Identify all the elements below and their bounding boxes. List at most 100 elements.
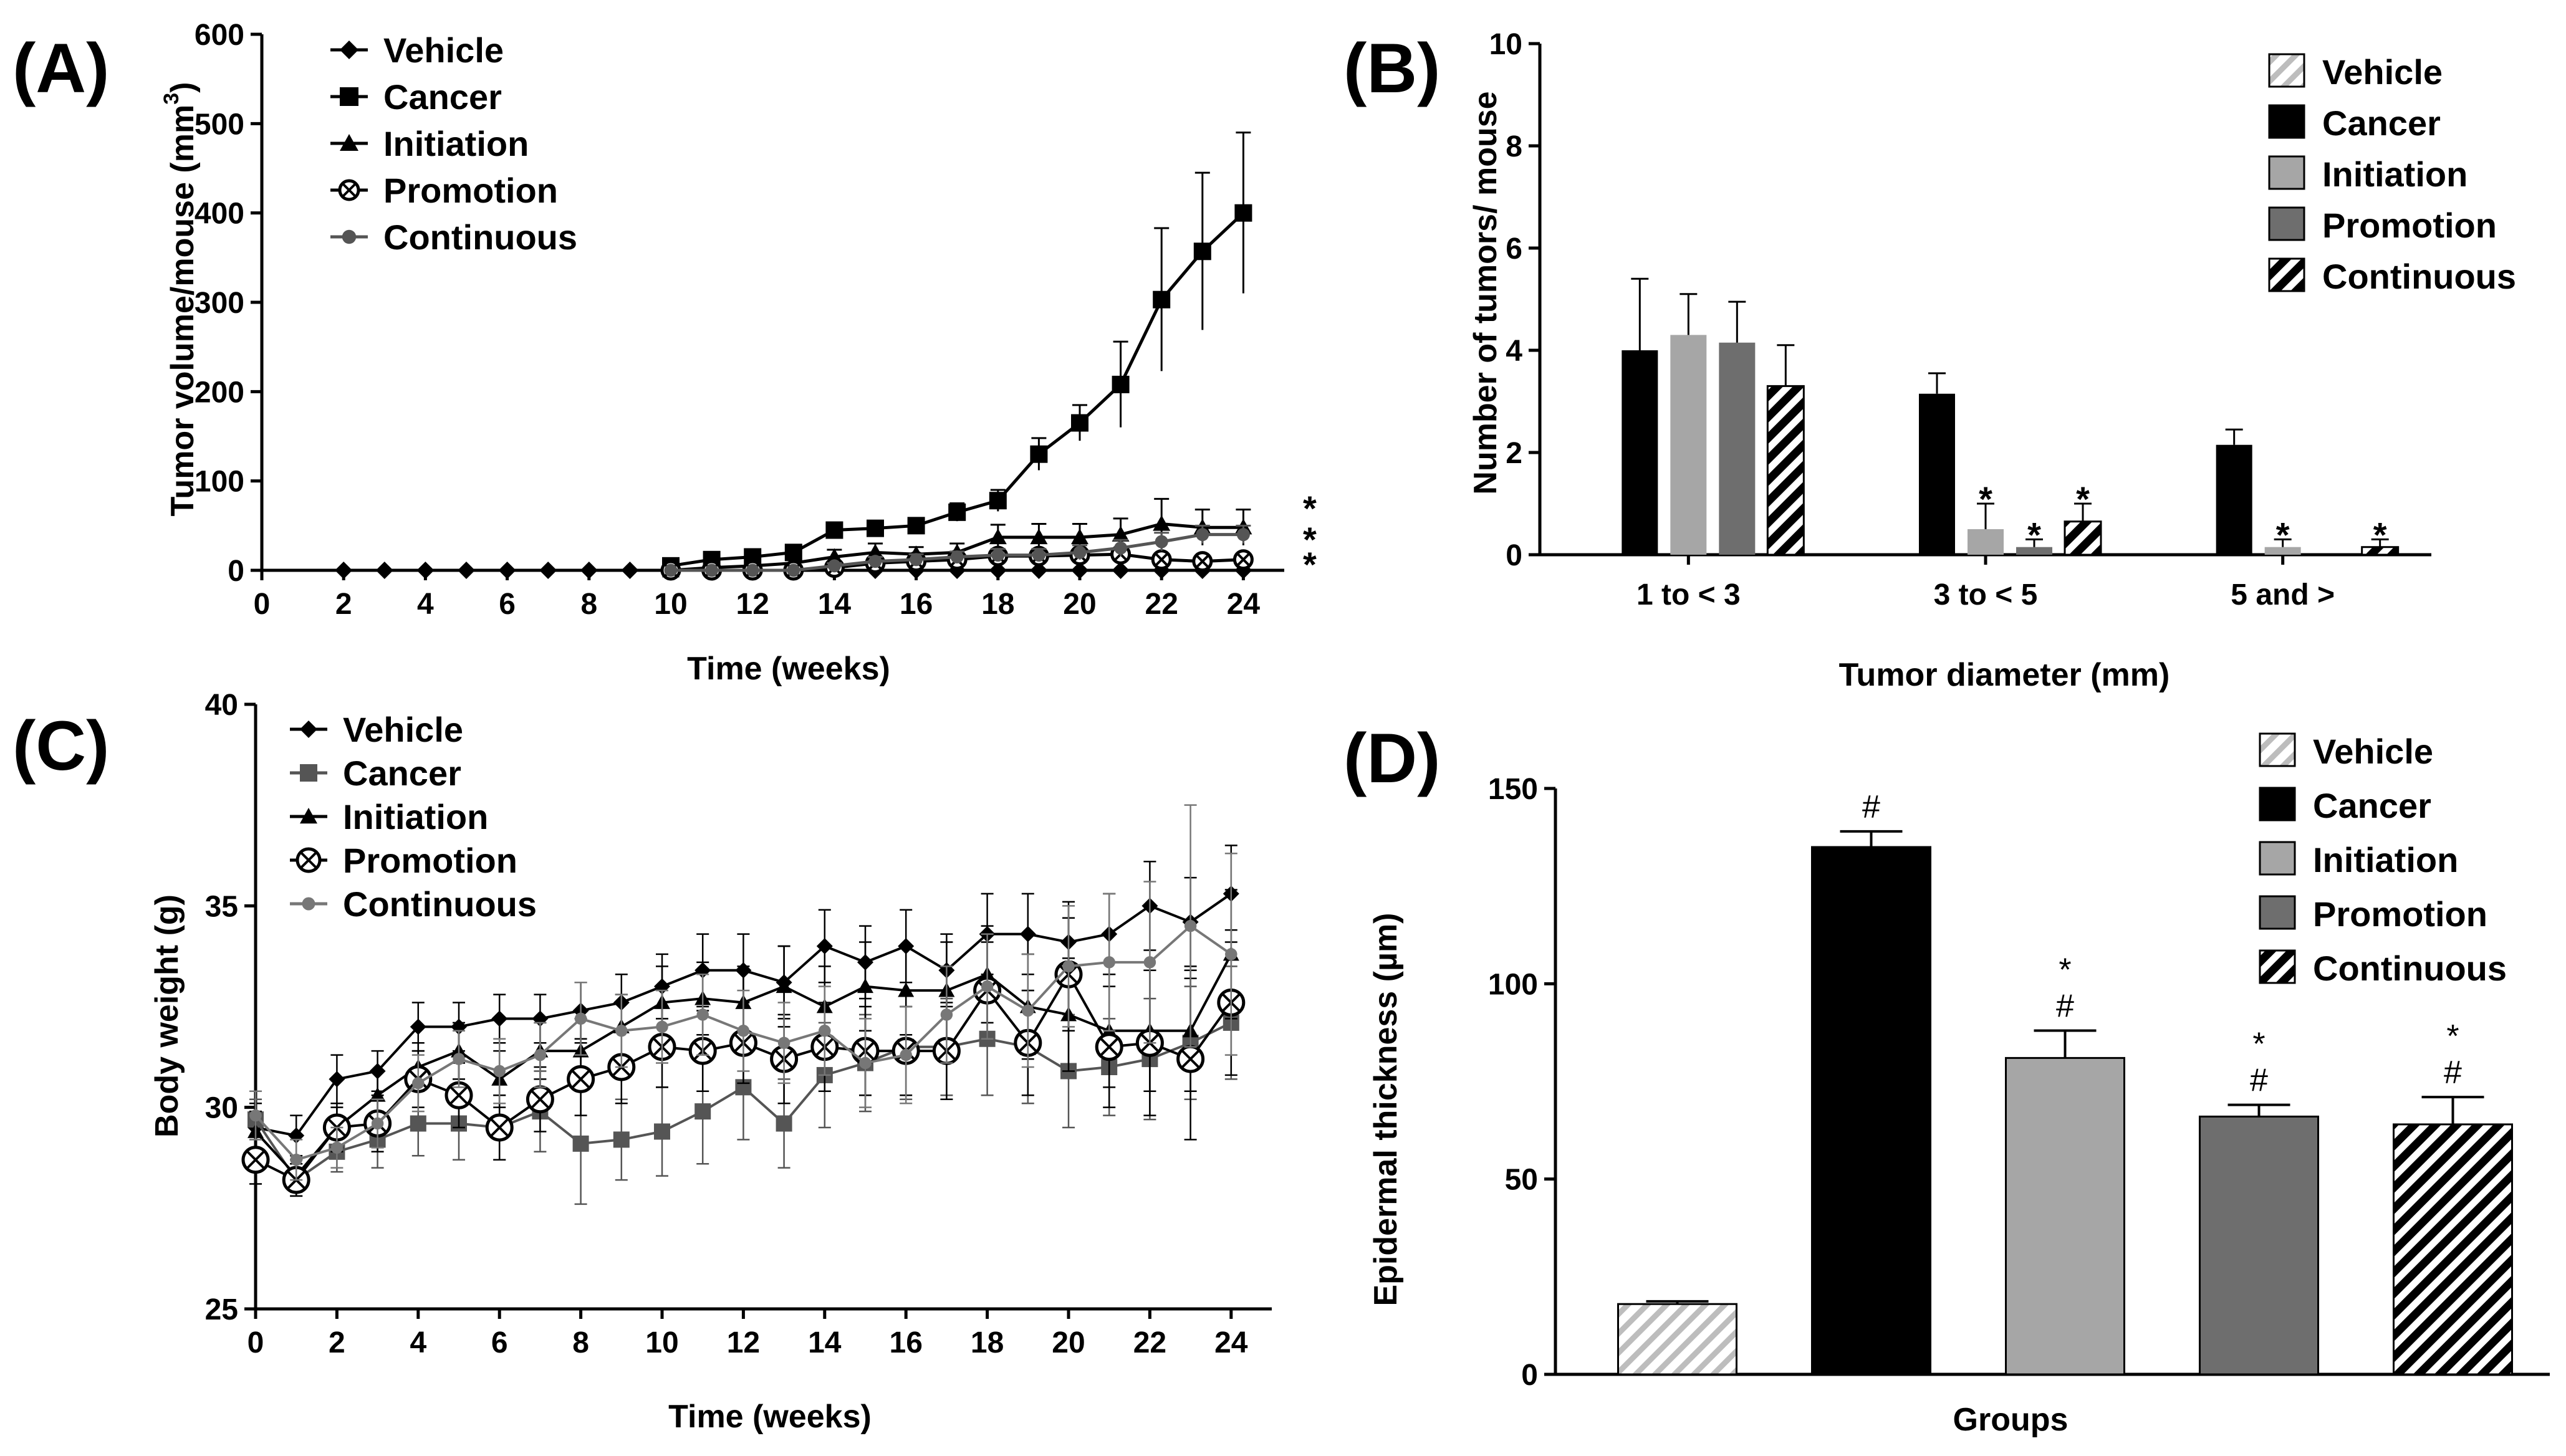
chart-b-legend-swatch-continuous — [2268, 257, 2305, 292]
chart-a-point-promotion-24-x2 — [1236, 552, 1251, 567]
chart-b-bar-cancer-0 — [1622, 350, 1658, 555]
chart-c-legend-marker-initiation — [300, 808, 317, 824]
chart-c-xtick-0: 0 — [247, 1326, 264, 1359]
chart-d-ytick-100: 100 — [1488, 968, 1538, 1001]
chart-b-xtick-1: 3 to < 5 — [1934, 578, 2038, 611]
chart-a-xtick-24: 24 — [1227, 588, 1261, 621]
chart-c-point-promotion-23-x2 — [1181, 1049, 1201, 1069]
chart-b-legend-initiation: Initiation — [2322, 155, 2467, 194]
chart-c-point-cancer-10 — [654, 1123, 670, 1140]
chart-b-ytick-0: 0 — [1506, 539, 1522, 572]
chart-b-legend-swatch-vehicle — [2268, 53, 2305, 88]
chart-a-point-continuous-18 — [991, 548, 1005, 562]
chart-b-bar-continuous-1 — [2064, 520, 2102, 556]
chart-c-point-continuous-20 — [1062, 960, 1075, 973]
chart-c-point-vehicle-2 — [329, 1071, 345, 1088]
chart-c-point-continuous-14 — [819, 1025, 831, 1037]
chart-a-legend-initiation: Initiation — [383, 124, 529, 163]
chart-a-point-cancer-22 — [1153, 290, 1171, 309]
chart-b-legend-cancer: Cancer — [2322, 103, 2441, 143]
chart-d-bar-promotion — [2199, 1115, 2319, 1376]
chart-c-point-cancer-4 — [410, 1115, 426, 1132]
chart-c-xtick-14: 14 — [808, 1326, 842, 1359]
chart-c-point-continuous-1 — [290, 1153, 302, 1166]
chart-c-point-continuous-13 — [777, 1037, 790, 1049]
chart-a-point-initiation-18 — [989, 528, 1007, 545]
chart-c-legend-promotion: Promotion — [343, 841, 517, 880]
chart-a-xtick-14: 14 — [818, 588, 852, 621]
chart-c-point-vehicle-14 — [816, 938, 833, 954]
chart-b-legend-promotion: Promotion — [2322, 206, 2497, 245]
chart-d-sig-continuous-1: # — [2444, 1055, 2462, 1091]
panel-b-label: (B) — [1343, 29, 1440, 107]
chart-a-point-continuous-12 — [746, 563, 759, 577]
chart-b-ytick-8: 8 — [1506, 130, 1522, 163]
chart-b-bar-promotion-0 — [1719, 342, 1756, 555]
chart-a-xtick-18: 18 — [981, 588, 1014, 621]
chart-a-ytick-600: 600 — [195, 19, 244, 52]
chart-c-point-continuous-6 — [493, 1065, 506, 1078]
chart-c-legend-vehicle: Vehicle — [343, 710, 463, 749]
chart-a-sig-1: * — [1303, 520, 1317, 559]
chart-a-point-vehicle-9 — [621, 562, 639, 579]
chart-a-legend-marker-initiation — [340, 134, 358, 151]
chart-d-sig-promotion-0: * — [2252, 1027, 2265, 1063]
chart-b-xtick-2: 5 and > — [2231, 578, 2335, 611]
chart-d-bar-vehicle — [1617, 1303, 1737, 1376]
chart-c-point-cancer-13 — [776, 1115, 792, 1132]
chart-c-point-continuous-7 — [534, 1048, 547, 1061]
chart-d-sig-continuous-0: * — [2446, 1018, 2459, 1055]
chart-a-point-cancer-24 — [1234, 204, 1252, 222]
chart-c-point-promotion-6-x2 — [489, 1118, 509, 1138]
chart-b-ytick-4: 4 — [1506, 335, 1522, 368]
chart-b-bar-initiation-0 — [1670, 335, 1707, 555]
chart-c-point-cancer-11 — [694, 1103, 711, 1120]
chart-c-xtick-4: 4 — [410, 1326, 426, 1359]
chart-c-point-continuous-12 — [737, 1025, 750, 1037]
chart-c-point-continuous-9 — [615, 1025, 628, 1037]
chart-a-point-vehicle-6 — [498, 562, 516, 579]
chart-a-xlabel: Time (weeks) — [687, 651, 890, 687]
chart-c-xtick-18: 18 — [971, 1326, 1004, 1359]
chart-d-legend-swatch-cancer — [2259, 787, 2296, 821]
chart-a-ytick-0: 0 — [228, 555, 244, 588]
chart-c-xtick-6: 6 — [491, 1326, 508, 1359]
chart-a-point-cancer-23 — [1193, 242, 1211, 261]
chart-a-xtick-12: 12 — [736, 588, 769, 621]
chart-a-legend-cancer: Cancer — [383, 77, 502, 117]
chart-d-legend-swatch-continuous — [2259, 949, 2296, 984]
chart-a-xtick-8: 8 — [580, 588, 597, 621]
panel-d-label: (D) — [1343, 719, 1440, 797]
chart-c-point-continuous-4 — [412, 1077, 425, 1090]
chart-a-point-cancer-19 — [1030, 445, 1048, 463]
chart-c-ytick-25: 25 — [205, 1293, 238, 1326]
chart-c-ytick-35: 35 — [205, 890, 238, 923]
chart-a-point-initiation-21 — [1112, 525, 1130, 542]
chart-c-point-promotion-8-x2 — [571, 1069, 591, 1089]
chart-d-sig-cancer-0: # — [1862, 789, 1880, 825]
chart-a-point-continuous-17 — [950, 550, 964, 563]
chart-c-xtick-24: 24 — [1214, 1326, 1248, 1359]
chart-a-point-vehicle-8 — [580, 562, 598, 579]
chart-a-point-cancer-15 — [867, 519, 884, 537]
chart-b-bar-continuous-0 — [1766, 385, 1805, 556]
chart-a-point-continuous-23 — [1196, 528, 1209, 542]
chart-b-sig-initiation-2: * — [2276, 515, 2290, 554]
chart-b-sig-initiation-1: * — [1979, 479, 1992, 519]
chart-c-legend-initiation: Initiation — [343, 797, 488, 836]
chart-c-legend-marker-continuous — [302, 897, 315, 911]
chart-a-point-continuous-14 — [827, 559, 841, 573]
chart-a-point-continuous-10 — [664, 563, 678, 577]
chart-c-point-initiation-13 — [776, 978, 792, 994]
chart-c-xtick-8: 8 — [572, 1326, 589, 1359]
chart-c-xtick-16: 16 — [890, 1326, 923, 1359]
chart-c-xtick-22: 22 — [1133, 1326, 1166, 1359]
chart-b-bar-promotion-1 — [2016, 547, 2052, 555]
chart-a-legend-marker-vehicle — [340, 41, 358, 59]
chart-d-ytick-150: 150 — [1488, 773, 1538, 806]
chart-c-point-continuous-23 — [1184, 919, 1197, 932]
chart-a-ytick-300: 300 — [195, 287, 244, 320]
chart-a-legend-promotion: Promotion — [383, 171, 558, 210]
